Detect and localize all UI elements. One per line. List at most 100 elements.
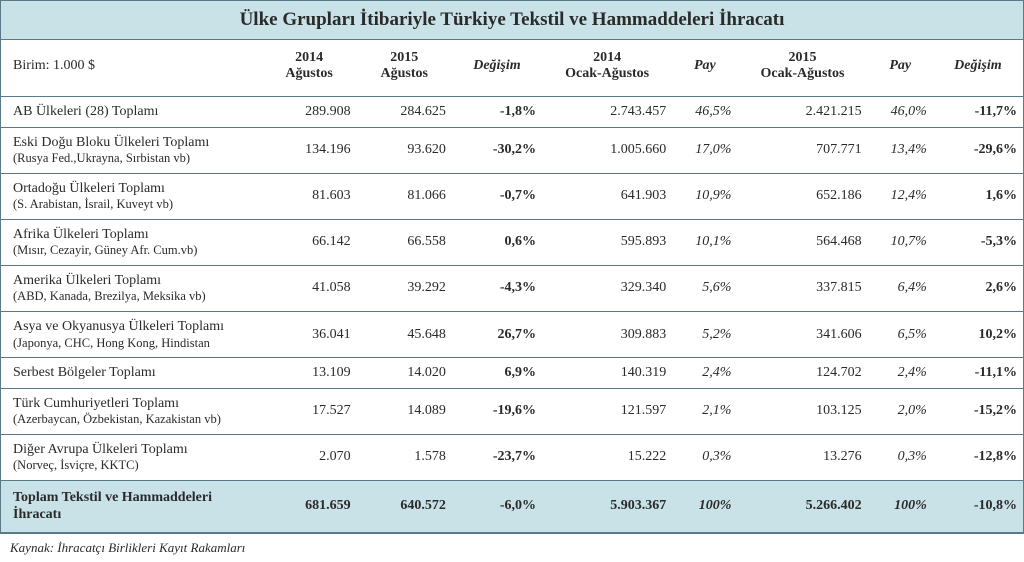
value-2014-aug: 36.041 xyxy=(262,312,357,358)
value-pay-1: 0,3% xyxy=(672,434,737,480)
value-2014-ytd: 641.903 xyxy=(542,173,672,219)
table-container: Ülke Grupları İtibariyle Türkiye Tekstil… xyxy=(0,0,1024,534)
table-row: Türk Cumhuriyetleri Toplamı(Azerbaycan, … xyxy=(1,388,1023,434)
col-2015-aug: 2015Ağustos xyxy=(357,40,452,97)
table-row: Diğer Avrupa Ülkeleri Toplamı(Norveç, İs… xyxy=(1,434,1023,480)
value-change-2: -29,6% xyxy=(933,127,1023,173)
value-2014-ytd: 140.319 xyxy=(542,358,672,389)
value-change-1: -4,3% xyxy=(452,265,542,311)
title-bar: Ülke Grupları İtibariyle Türkiye Tekstil… xyxy=(1,1,1023,40)
value-pay-1: 2,4% xyxy=(672,358,737,389)
value-pay-2: 100% xyxy=(868,480,933,532)
total-row: Toplam Tekstil ve Hammaddeleri İhracatı6… xyxy=(1,480,1023,532)
value-pay-2: 13,4% xyxy=(868,127,933,173)
col-change-2: Değişim xyxy=(933,40,1023,97)
value-2014-ytd: 15.222 xyxy=(542,434,672,480)
value-change-1: -30,2% xyxy=(452,127,542,173)
value-change-1: 6,9% xyxy=(452,358,542,389)
value-2014-aug: 2.070 xyxy=(262,434,357,480)
table-row: Amerika Ülkeleri Toplamı(ABD, Kanada, Br… xyxy=(1,265,1023,311)
value-2015-aug: 66.558 xyxy=(357,219,452,265)
value-2014-ytd: 5.903.367 xyxy=(542,480,672,532)
value-change-1: -1,8% xyxy=(452,97,542,128)
value-2014-aug: 66.142 xyxy=(262,219,357,265)
value-change-2: 2,6% xyxy=(933,265,1023,311)
value-pay-2: 12,4% xyxy=(868,173,933,219)
col-2014-aug: 2014Ağustos xyxy=(262,40,357,97)
value-2015-aug: 93.620 xyxy=(357,127,452,173)
value-change-2: -11,7% xyxy=(933,97,1023,128)
value-change-2: 10,2% xyxy=(933,312,1023,358)
col-pay-1: Pay xyxy=(672,40,737,97)
value-2015-ytd: 341.606 xyxy=(737,312,867,358)
value-2015-ytd: 5.266.402 xyxy=(737,480,867,532)
value-pay-1: 10,1% xyxy=(672,219,737,265)
col-2015-ytd: 2015Ocak-Ağustos xyxy=(737,40,867,97)
value-2015-aug: 45.648 xyxy=(357,312,452,358)
value-2015-ytd: 337.815 xyxy=(737,265,867,311)
value-pay-1: 46,5% xyxy=(672,97,737,128)
value-2015-aug: 1.578 xyxy=(357,434,452,480)
value-2014-aug: 134.196 xyxy=(262,127,357,173)
value-change-2: -15,2% xyxy=(933,388,1023,434)
table-row: Afrika Ülkeleri Toplamı(Mısır, Cezayir, … xyxy=(1,219,1023,265)
row-name: Toplam Tekstil ve Hammaddeleri İhracatı xyxy=(1,480,262,532)
value-pay-1: 100% xyxy=(672,480,737,532)
value-2014-aug: 13.109 xyxy=(262,358,357,389)
table-row: Serbest Bölgeler Toplamı13.10914.0206,9%… xyxy=(1,358,1023,389)
value-2014-aug: 17.527 xyxy=(262,388,357,434)
page-title: Ülke Grupları İtibariyle Türkiye Tekstil… xyxy=(1,9,1023,31)
value-pay-1: 5,2% xyxy=(672,312,737,358)
value-change-1: 26,7% xyxy=(452,312,542,358)
table-body: AB Ülkeleri (28) Toplamı289.908284.625-1… xyxy=(1,97,1023,533)
value-change-1: 0,6% xyxy=(452,219,542,265)
value-pay-2: 46,0% xyxy=(868,97,933,128)
value-2015-aug: 640.572 xyxy=(357,480,452,532)
value-2015-aug: 39.292 xyxy=(357,265,452,311)
value-2014-aug: 41.058 xyxy=(262,265,357,311)
value-2014-ytd: 329.340 xyxy=(542,265,672,311)
value-2014-ytd: 595.893 xyxy=(542,219,672,265)
row-name: Diğer Avrupa Ülkeleri Toplamı(Norveç, İs… xyxy=(1,434,262,480)
value-change-1: -0,7% xyxy=(452,173,542,219)
value-2015-aug: 284.625 xyxy=(357,97,452,128)
col-pay-2: Pay xyxy=(868,40,933,97)
value-change-2: 1,6% xyxy=(933,173,1023,219)
value-pay-1: 2,1% xyxy=(672,388,737,434)
value-change-2: -5,3% xyxy=(933,219,1023,265)
value-change-2: -10,8% xyxy=(933,480,1023,532)
value-pay-2: 6,4% xyxy=(868,265,933,311)
value-change-1: -23,7% xyxy=(452,434,542,480)
value-2015-ytd: 652.186 xyxy=(737,173,867,219)
row-name: Amerika Ülkeleri Toplamı(ABD, Kanada, Br… xyxy=(1,265,262,311)
value-pay-1: 10,9% xyxy=(672,173,737,219)
value-2015-ytd: 2.421.215 xyxy=(737,97,867,128)
col-change-1: Değişim xyxy=(452,40,542,97)
table-row: Eski Doğu Bloku Ülkeleri Toplamı(Rusya F… xyxy=(1,127,1023,173)
value-2015-ytd: 124.702 xyxy=(737,358,867,389)
table-row: Ortadoğu Ülkeleri Toplamı(S. Arabistan, … xyxy=(1,173,1023,219)
value-change-1: -19,6% xyxy=(452,388,542,434)
value-2014-aug: 81.603 xyxy=(262,173,357,219)
value-2014-aug: 681.659 xyxy=(262,480,357,532)
value-pay-1: 17,0% xyxy=(672,127,737,173)
row-name: Serbest Bölgeler Toplamı xyxy=(1,358,262,389)
value-pay-2: 2,4% xyxy=(868,358,933,389)
row-name: Türk Cumhuriyetleri Toplamı(Azerbaycan, … xyxy=(1,388,262,434)
value-change-2: -11,1% xyxy=(933,358,1023,389)
value-2015-ytd: 103.125 xyxy=(737,388,867,434)
value-2014-aug: 289.908 xyxy=(262,97,357,128)
value-pay-2: 2,0% xyxy=(868,388,933,434)
value-2015-ytd: 13.276 xyxy=(737,434,867,480)
table-row: Asya ve Okyanusya Ülkeleri Toplamı(Japon… xyxy=(1,312,1023,358)
value-change-2: -12,8% xyxy=(933,434,1023,480)
value-2015-aug: 81.066 xyxy=(357,173,452,219)
row-name: Eski Doğu Bloku Ülkeleri Toplamı(Rusya F… xyxy=(1,127,262,173)
col-2014-ytd: 2014Ocak-Ağustos xyxy=(542,40,672,97)
data-table: Birim: 1.000 $ 2014Ağustos 2015Ağustos D… xyxy=(1,40,1023,533)
value-2014-ytd: 121.597 xyxy=(542,388,672,434)
value-change-1: -6,0% xyxy=(452,480,542,532)
table-row: AB Ülkeleri (28) Toplamı289.908284.625-1… xyxy=(1,97,1023,128)
value-2014-ytd: 309.883 xyxy=(542,312,672,358)
value-pay-2: 0,3% xyxy=(868,434,933,480)
